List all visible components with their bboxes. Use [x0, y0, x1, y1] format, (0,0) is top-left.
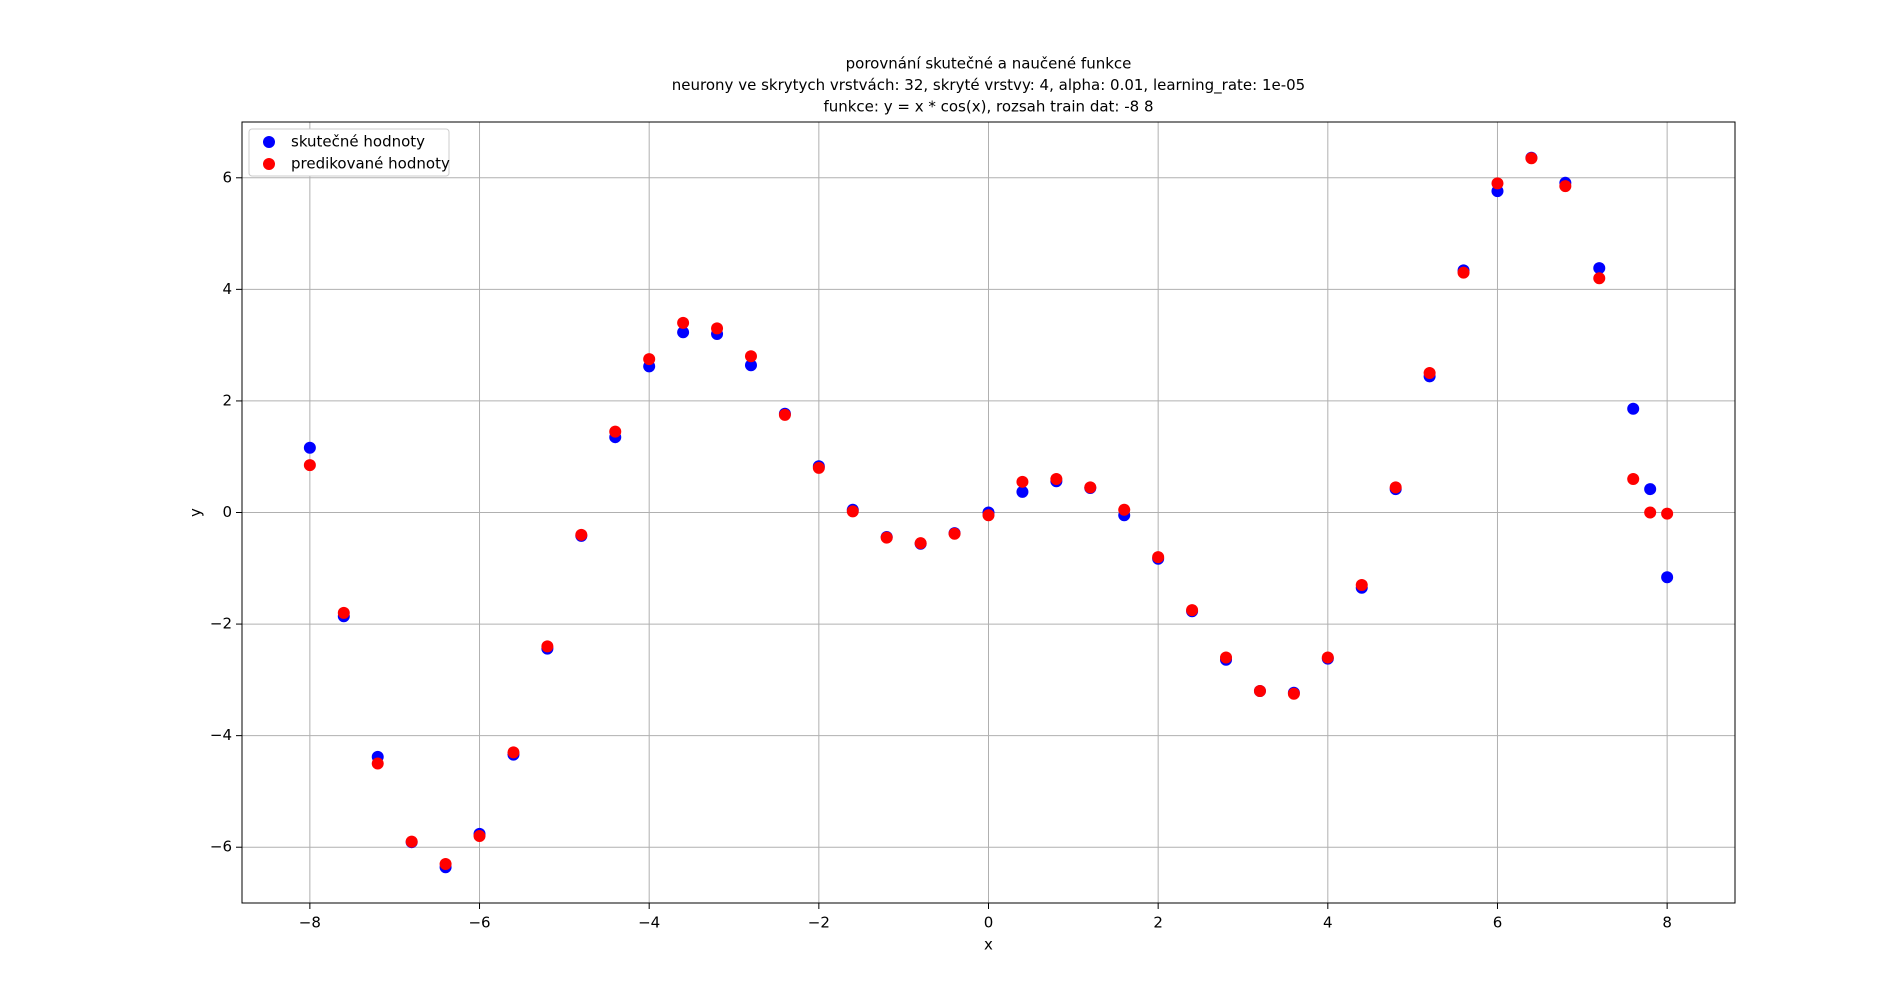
point: [405, 835, 418, 848]
point: [1525, 152, 1538, 165]
y-axis-label: y: [187, 508, 205, 517]
legend-marker: [263, 158, 275, 170]
point: [1593, 262, 1606, 275]
legend-box: [248, 128, 450, 177]
point: [575, 528, 588, 541]
point: [1287, 687, 1300, 700]
point: [1152, 551, 1165, 564]
point: [1186, 604, 1199, 617]
point: [1355, 579, 1368, 592]
point: [1627, 402, 1640, 415]
y-tick-label: 0: [222, 503, 232, 521]
x-tick-label: −8: [299, 914, 321, 932]
point: [1118, 503, 1131, 516]
plot-frame: [241, 121, 1736, 904]
point: [1661, 507, 1674, 520]
point: [1491, 177, 1504, 190]
legend-label: predikované hodnoty: [291, 155, 450, 173]
point: [541, 640, 554, 653]
point: [812, 461, 825, 474]
point: [711, 322, 724, 335]
point: [1644, 506, 1657, 519]
point: [1016, 475, 1029, 488]
point: [371, 757, 384, 770]
y-tick-label: −6: [210, 838, 232, 856]
point: [982, 509, 995, 522]
x-axis-label: x: [984, 936, 993, 954]
point: [337, 606, 350, 619]
point: [677, 316, 690, 329]
point: [948, 527, 961, 540]
chart-title: neurony ve skrytych vrstvách: 32, skryté…: [672, 76, 1305, 95]
point: [1423, 367, 1436, 380]
x-tick-label: 2: [1153, 914, 1163, 932]
point: [473, 830, 486, 843]
chart-title: porovnání skutečné a naučené funkce: [846, 55, 1132, 73]
chart-title: funkce: y = x * cos(x), rozsah train dat…: [823, 98, 1153, 116]
point: [778, 408, 791, 421]
point: [1661, 571, 1674, 584]
point: [914, 537, 927, 550]
point: [507, 746, 520, 759]
point: [1050, 473, 1063, 486]
point: [303, 441, 316, 454]
point: [1627, 473, 1640, 486]
x-tick-label: −4: [638, 914, 660, 932]
point: [1593, 272, 1606, 285]
x-tick-label: 4: [1323, 914, 1333, 932]
point: [609, 425, 622, 438]
point: [846, 505, 859, 518]
point: [1457, 266, 1470, 279]
point: [303, 459, 316, 472]
point: [1389, 481, 1402, 494]
y-tick-label: 6: [222, 168, 232, 186]
point: [1220, 651, 1233, 664]
point: [439, 857, 452, 870]
point: [1084, 481, 1097, 494]
x-tick-label: −2: [808, 914, 830, 932]
point: [677, 326, 690, 339]
point: [744, 350, 757, 363]
point: [1559, 180, 1572, 193]
y-tick-label: −2: [210, 615, 232, 633]
point: [1016, 485, 1029, 498]
x-tick-label: −6: [468, 914, 490, 932]
y-tick-label: 2: [222, 391, 232, 409]
point: [643, 353, 656, 366]
x-tick-label: 6: [1493, 914, 1503, 932]
y-tick-label: −4: [210, 726, 232, 744]
x-tick-label: 0: [984, 914, 994, 932]
legend-marker: [263, 136, 275, 148]
x-tick-label: 8: [1662, 914, 1672, 932]
legend-label: skutečné hodnoty: [291, 133, 425, 151]
point: [1644, 483, 1657, 496]
point: [1321, 651, 1334, 664]
point: [744, 359, 757, 372]
point: [880, 531, 893, 544]
point: [1253, 685, 1266, 698]
y-tick-label: 4: [222, 280, 232, 298]
